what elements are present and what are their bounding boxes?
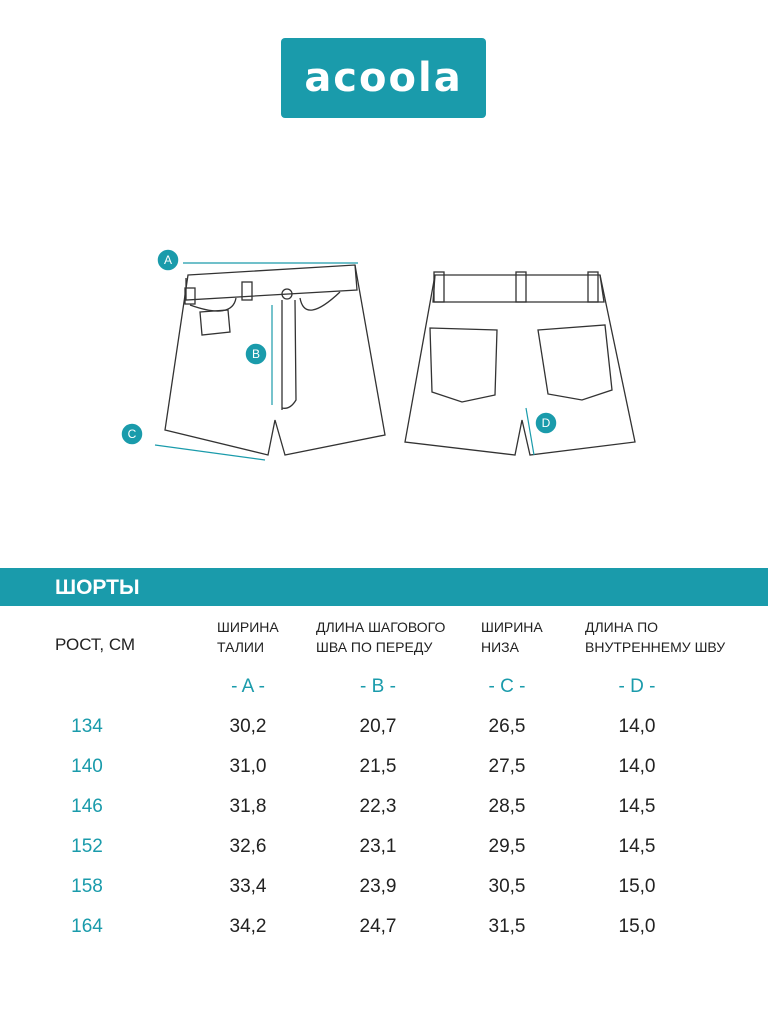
value-cell: 15,0 — [618, 916, 656, 937]
value-cell: 26,5 — [488, 716, 526, 737]
column-letter: - B - — [360, 676, 396, 697]
value-cell: 15,0 — [618, 876, 656, 897]
column-header: НИЗА — [481, 639, 519, 655]
column-letter: - D - — [618, 676, 656, 697]
value-cell: 20,7 — [359, 716, 397, 737]
value-cell: 33,4 — [229, 876, 267, 897]
column-letter: - A - — [231, 676, 265, 697]
height-cell: 158 — [71, 876, 103, 897]
section-title: ШОРТЫ — [0, 568, 768, 606]
value-cell: 34,2 — [229, 916, 267, 937]
column-header: ТАЛИИ — [217, 639, 265, 655]
marker: A — [164, 253, 172, 267]
value-cell: 30,5 — [488, 876, 526, 897]
value-cell: 23,9 — [359, 876, 397, 897]
value-cell: 24,7 — [359, 916, 397, 937]
value-cell: 21,5 — [359, 756, 397, 777]
value-cell: 29,5 — [488, 836, 526, 857]
column-header: ДЛИНА ПО — [585, 619, 659, 635]
value-cell: 14,0 — [618, 716, 656, 737]
value-cell: 31,0 — [229, 756, 267, 777]
marker: C — [128, 427, 137, 441]
value-cell: 14,0 — [618, 756, 656, 777]
column-header: ШВА ПО ПЕРЕДУ — [316, 639, 433, 655]
column-header: ШИРИНА — [217, 619, 279, 635]
marker: B — [252, 347, 260, 361]
value-cell: 30,2 — [229, 716, 267, 737]
value-cell: 14,5 — [618, 836, 656, 857]
height-cell: 164 — [71, 916, 103, 937]
shorts-diagram: A B C D — [120, 248, 636, 461]
value-cell: 22,3 — [359, 796, 397, 817]
column-header: ШИРИНА — [481, 619, 543, 635]
column-header: ДЛИНА ШАГОВОГО — [316, 619, 446, 635]
column-header: РОСТ, СМ — [55, 635, 136, 654]
column-header: ВНУТРЕННЕМУ ШВУ — [585, 639, 726, 655]
height-cell: 146 — [71, 796, 103, 817]
height-cell: 140 — [71, 756, 103, 777]
value-cell: 28,5 — [488, 796, 526, 817]
marker: D — [542, 416, 551, 430]
value-cell: 27,5 — [488, 756, 526, 777]
value-cell: 23,1 — [359, 836, 397, 857]
value-cell: 31,5 — [488, 916, 526, 937]
value-cell: 32,6 — [229, 836, 267, 857]
value-cell: 31,8 — [229, 796, 267, 817]
height-cell: 134 — [71, 716, 103, 737]
column-letter: - C - — [488, 676, 526, 697]
value-cell: 14,5 — [618, 796, 656, 817]
height-cell: 152 — [71, 836, 103, 857]
logo: acoola — [281, 38, 486, 118]
